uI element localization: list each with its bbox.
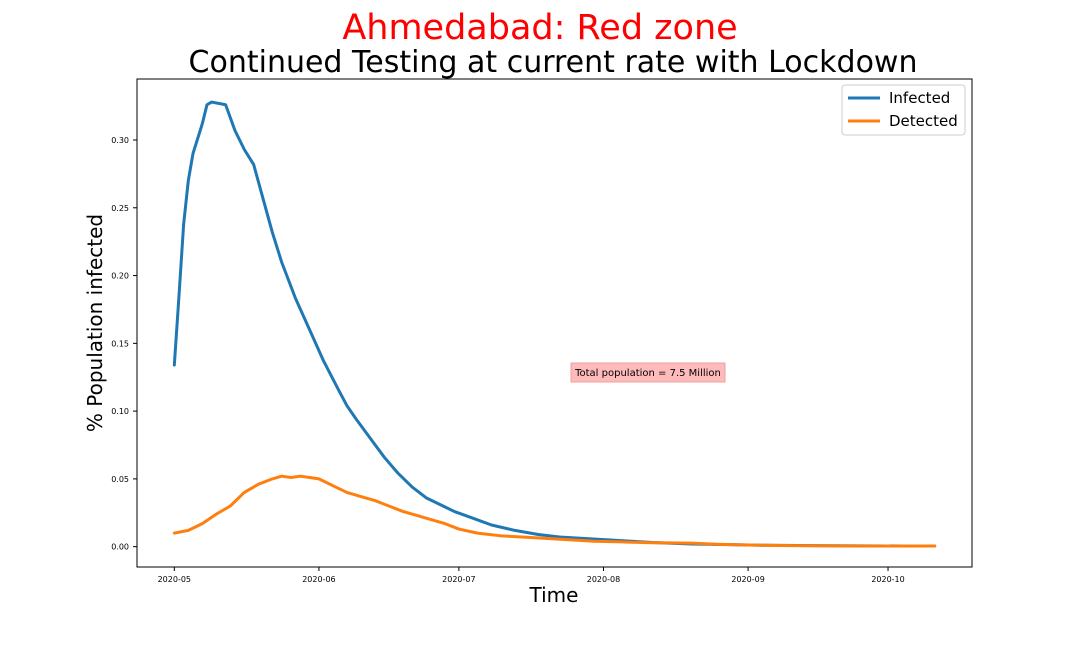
series-line-infected [172,100,937,548]
legend-label-infected: Infected [889,89,950,107]
y-tick-label: 0.05 [111,475,129,484]
plot-area-frame [136,78,973,568]
y-tick-label: 0.00 [111,543,129,552]
x-axis-ticks: 2020-05 2020-06 2020-07 2020-08 2020-09 2020-… [158,567,905,584]
annotation-box: Total population = 7.5 Million [570,362,726,383]
legend-label-detected: Detected [889,112,958,130]
chart-subtitle: Continued Testing at current rate with L… [189,45,918,80]
x-tick-label: 2020-05 [158,575,191,584]
y-tick-label: 0.15 [111,339,129,348]
chart-title: Ahmedabad: Red zone [342,8,737,48]
legend: Infected Detected [841,84,966,136]
x-tick-label: 2020-10 [871,575,904,584]
x-tick-label: 2020-06 [302,575,335,584]
x-tick-label: 2020-07 [442,575,475,584]
y-axis-ticks: 0.00 0.05 0.10 0.15 0.20 0.25 0.30 [111,136,137,552]
x-axis-label: Time [529,583,579,607]
x-tick-label: 2020-09 [731,575,764,584]
y-tick-label: 0.30 [111,136,129,145]
series-line-detected [172,474,937,548]
annotation-background [570,362,726,383]
annotation-text: Total population = 7.5 Million [574,368,721,379]
x-tick-label: 2020-08 [587,575,620,584]
series-lines [172,100,937,548]
y-tick-label: 0.25 [111,204,129,213]
y-tick-label: 0.20 [111,272,129,281]
y-tick-label: 0.10 [111,407,129,416]
y-axis-label: % Population infected [83,214,107,432]
